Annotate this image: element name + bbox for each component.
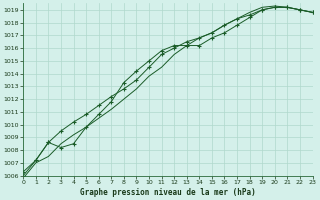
X-axis label: Graphe pression niveau de la mer (hPa): Graphe pression niveau de la mer (hPa) (80, 188, 256, 197)
